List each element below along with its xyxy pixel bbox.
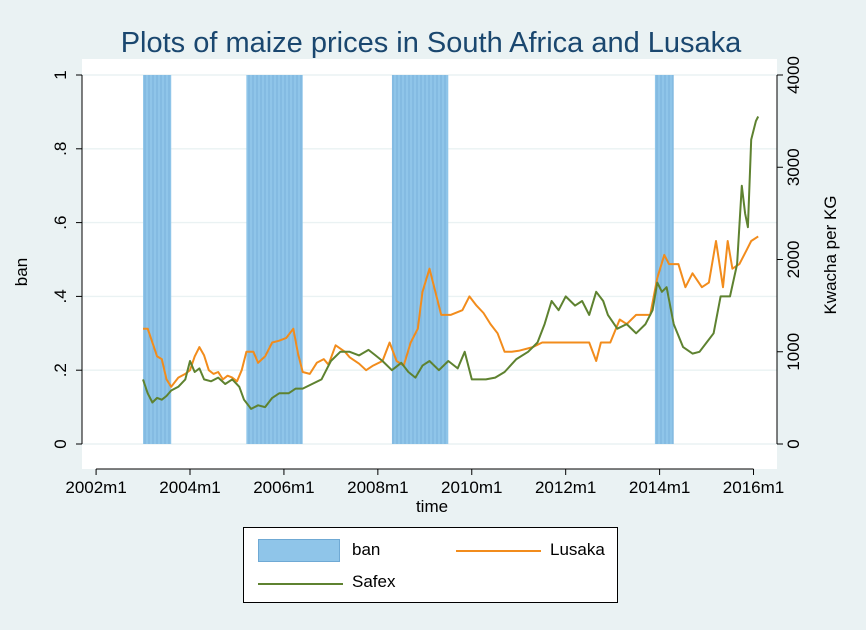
y-left-tick-label: .4: [51, 289, 70, 303]
x-tick-label: 2010m1: [441, 478, 502, 497]
ban-period-bar: [391, 75, 449, 444]
legend-lusaka-swatch: [456, 550, 541, 552]
y-right-tick-label: 2000: [784, 241, 803, 279]
x-tick-label: 2008m1: [347, 478, 408, 497]
chart-title: Plots of maize prices in South Africa an…: [121, 27, 742, 59]
series-lines: [142, 116, 760, 410]
y-left-tick-label: .6: [51, 216, 70, 230]
ban-period-bar: [143, 75, 172, 444]
x-tick-label: 2002m1: [65, 478, 126, 497]
x-tick-label: 2016m1: [723, 478, 784, 497]
x-tick-label: 2014m1: [629, 478, 690, 497]
ban-period-bar: [654, 75, 674, 444]
legend-ban-label: ban: [352, 540, 381, 559]
x-tick-label: 2006m1: [253, 478, 314, 497]
y-right-tick-label: 4000: [784, 56, 803, 94]
y-axis-right-title: Kwacha per KG: [821, 195, 840, 314]
legend-lusaka-label: Lusaka: [550, 540, 605, 559]
legend: ban Lusaka Safex: [243, 527, 618, 603]
y-axis-left-title: ban: [12, 258, 31, 286]
y-left-tick-label: .8: [51, 142, 70, 156]
y-right-tick-label: 0: [784, 439, 803, 448]
y-left-tick-label: 1: [51, 70, 70, 79]
ban-shading: [143, 75, 674, 444]
ban-period-bar: [246, 75, 303, 444]
y-left-tick-label: .2: [51, 363, 70, 377]
y-right-tick-label: 3000: [784, 148, 803, 186]
x-axis-title: time: [416, 497, 448, 516]
y-left-tick-label: 0: [51, 439, 70, 448]
y-right-tick-label: 1000: [784, 333, 803, 371]
series-line-safex: [142, 116, 760, 410]
legend-ban-swatch: [258, 539, 340, 562]
legend-safex-label: Safex: [352, 572, 396, 591]
axes: 0 .2 .4 .6 .8 1 0 1000 2000 3000 4000 2002m1 2004m1 2…: [51, 56, 803, 497]
x-tick-label: 2012m1: [535, 478, 596, 497]
x-tick-label: 2004m1: [159, 478, 220, 497]
legend-safex-swatch: [258, 583, 343, 585]
